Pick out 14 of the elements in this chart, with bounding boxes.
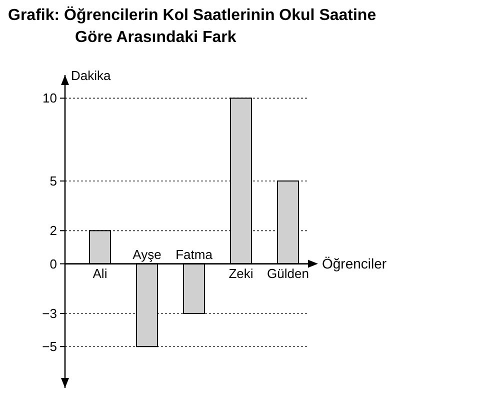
y-tick-label: 0 [50, 256, 57, 272]
x-tick-label: Ayşe [132, 246, 162, 262]
y-tick-label: 2 [50, 223, 57, 238]
x-tick-label: Gülden [267, 266, 309, 281]
x-tick-label: Zeki [228, 266, 254, 281]
y-tick-label: −3 [42, 306, 57, 322]
x-tick-label: Fatma [176, 246, 214, 262]
chart-title: Grafik: Öğrencilerin Kol Saatlerinin Okul Saatine Göre Arasındaki Fark [8, 6, 376, 46]
y-tick-label: 10 [42, 90, 57, 106]
y-tick-label: −5 [42, 339, 57, 354]
x-tick-label: Ali [92, 266, 108, 281]
y-axis-title: Dakika [71, 68, 112, 83]
y-tick-label: 5 [50, 174, 57, 189]
x-axis-title: Öğrenciler [322, 256, 387, 272]
